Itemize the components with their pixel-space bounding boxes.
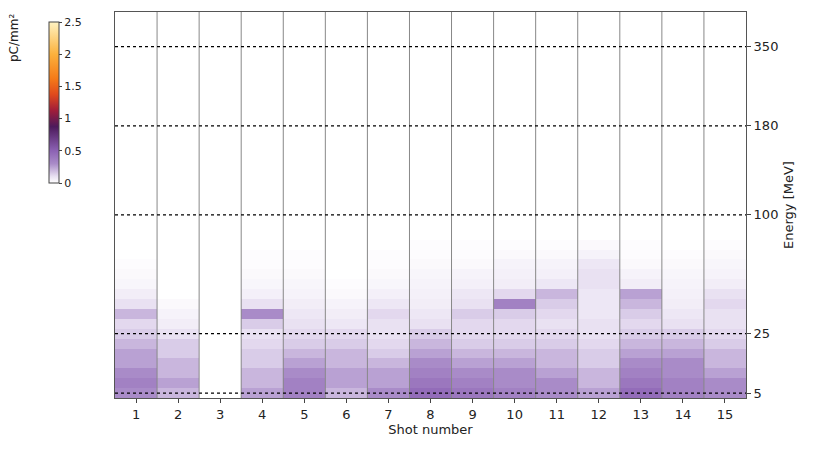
svg-text:Energy [MeV]: Energy [MeV] (781, 161, 796, 249)
svg-text:2: 2 (174, 407, 182, 422)
svg-text:100: 100 (754, 207, 779, 222)
svg-text:0: 0 (64, 177, 71, 190)
svg-text:2: 2 (64, 48, 71, 61)
svg-text:180: 180 (754, 118, 779, 133)
svg-text:1.5: 1.5 (64, 80, 82, 93)
svg-text:25: 25 (754, 326, 771, 341)
svg-text:7: 7 (384, 407, 392, 422)
svg-text:1: 1 (64, 112, 71, 125)
svg-text:Shot number: Shot number (388, 422, 473, 437)
svg-text:5: 5 (754, 386, 762, 401)
svg-text:12: 12 (590, 407, 607, 422)
svg-text:8: 8 (426, 407, 434, 422)
svg-text:9: 9 (468, 407, 476, 422)
svg-text:13: 13 (633, 407, 650, 422)
svg-text:pC/mm²: pC/mm² (7, 14, 21, 62)
svg-text:15: 15 (717, 407, 734, 422)
svg-text:4: 4 (258, 407, 266, 422)
svg-text:3: 3 (216, 407, 224, 422)
svg-text:350: 350 (754, 39, 779, 54)
svg-text:5: 5 (300, 407, 308, 422)
svg-text:6: 6 (342, 407, 350, 422)
svg-text:11: 11 (548, 407, 565, 422)
svg-text:2.5: 2.5 (64, 16, 82, 29)
svg-text:14: 14 (675, 407, 692, 422)
svg-text:10: 10 (506, 407, 523, 422)
svg-text:0.5: 0.5 (64, 145, 82, 158)
svg-text:1: 1 (132, 407, 140, 422)
